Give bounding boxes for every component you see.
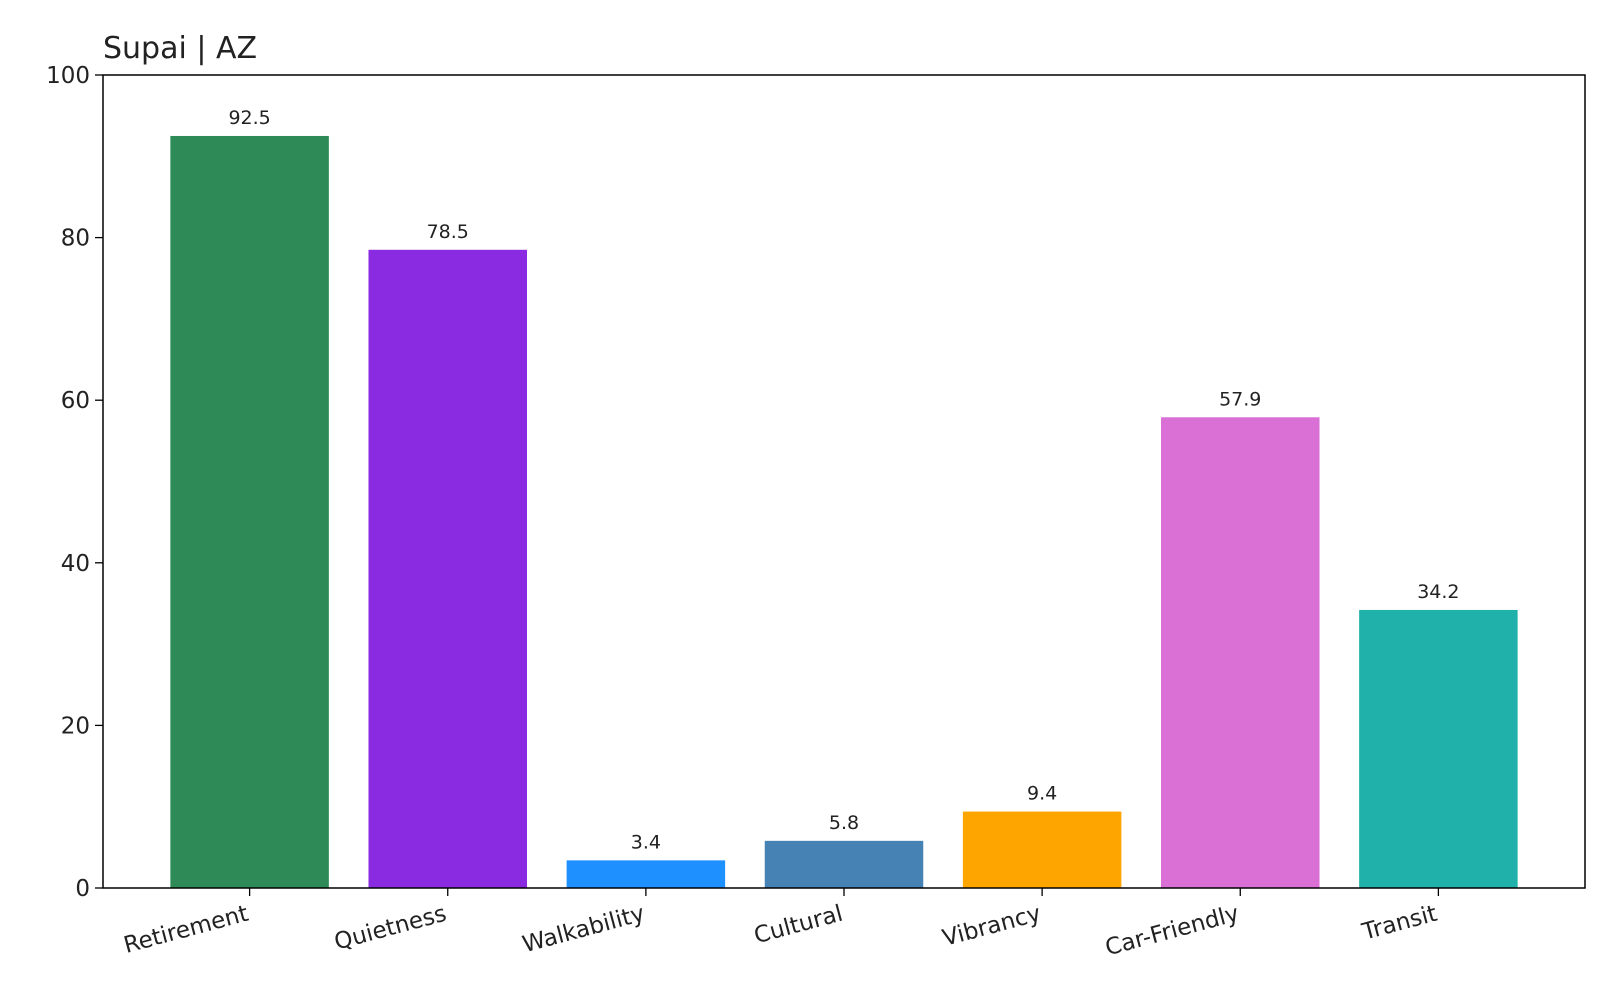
bar — [764, 840, 924, 888]
bar — [170, 135, 329, 889]
y-tick-label: 80 — [61, 226, 90, 252]
bar — [566, 860, 726, 888]
chart-title: Supai | AZ — [103, 31, 257, 66]
bar — [962, 811, 1122, 888]
y-tick-label: 20 — [61, 713, 90, 739]
y-tick-label: 100 — [46, 63, 90, 89]
plot-frame — [102, 74, 1586, 889]
value-label: 3.4 — [631, 831, 661, 853]
value-label: 57.9 — [1219, 388, 1261, 410]
y-tick-label: 40 — [61, 551, 90, 577]
y-tick-label: 0 — [75, 876, 90, 902]
value-label: 34.2 — [1417, 581, 1459, 603]
value-label: 5.8 — [829, 812, 859, 834]
value-label: 78.5 — [427, 221, 469, 243]
value-label: 9.4 — [1027, 783, 1057, 805]
bar — [368, 249, 527, 889]
bar — [1359, 609, 1518, 888]
bar — [1161, 417, 1320, 888]
value-label: 92.5 — [228, 107, 270, 129]
y-tick-label: 60 — [61, 388, 90, 414]
